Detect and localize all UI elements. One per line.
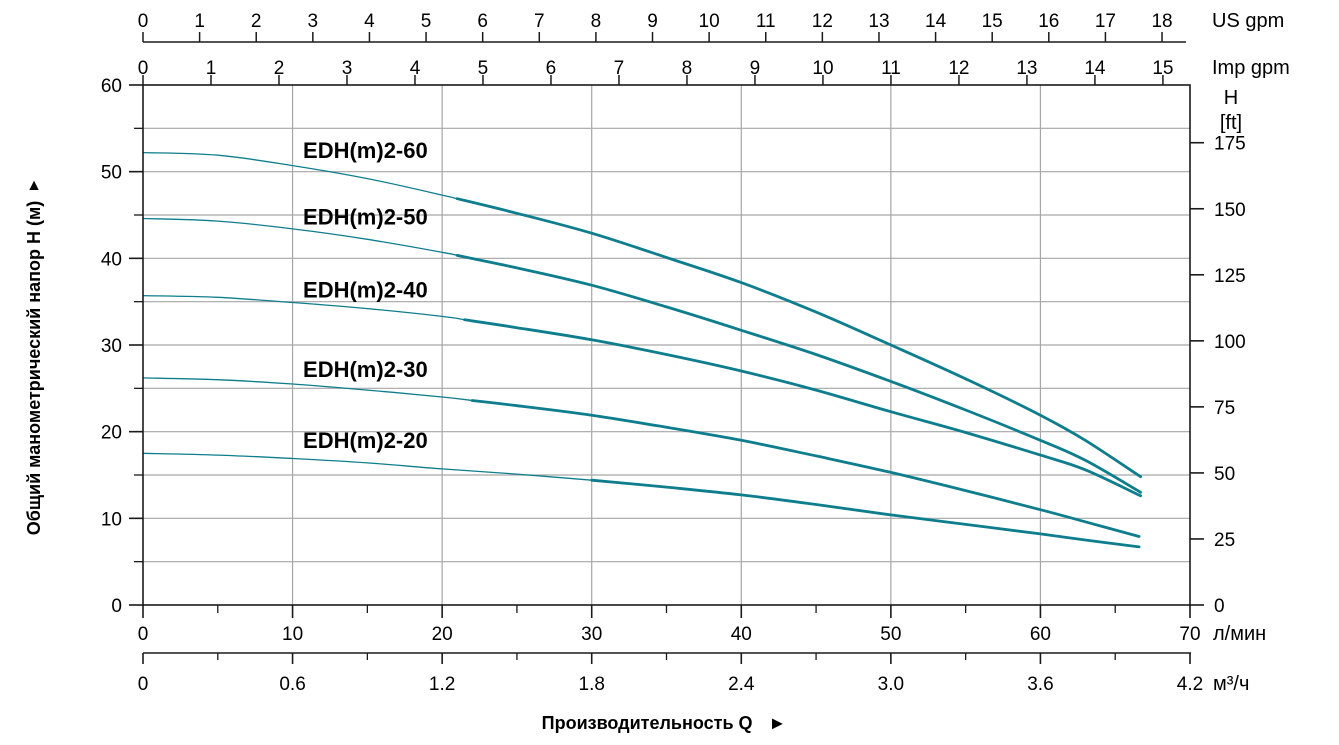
m3h-tick-label: 1.2 — [429, 674, 455, 695]
m3h-tick-label: 1.8 — [579, 674, 605, 695]
right-axis-label-h: H — [1224, 87, 1238, 109]
lmin-tick-label: 50 — [880, 624, 901, 645]
head-m-tick-label: 60 — [101, 76, 122, 97]
head-ft-tick-label: 50 — [1214, 464, 1235, 485]
m3h-tick-label: 3.6 — [1027, 674, 1053, 695]
x-axis-right-arrow-icon: ► — [769, 713, 787, 733]
pump-curve-EDH(m)2-50 — [455, 254, 1142, 494]
us-gpm-tick-label: 7 — [534, 11, 545, 32]
us-gpm-tick-label: 15 — [982, 11, 1003, 32]
y-axis-up-arrow-icon: ▲ — [26, 177, 42, 194]
lmin-tick-label: 40 — [731, 624, 752, 645]
y-axis-title: Общий манометрический напор H (м) — [24, 201, 44, 536]
head-m-tick-label: 10 — [101, 509, 122, 530]
imp-gpm-tick-label: 0 — [138, 58, 149, 79]
us-gpm-tick-label: 3 — [308, 11, 319, 32]
head-m-tick-label: 0 — [111, 596, 122, 617]
head-m-tick-label: 20 — [101, 423, 122, 444]
us-gpm-tick-label: 10 — [699, 11, 720, 32]
us-gpm-tick-label: 14 — [925, 11, 947, 32]
pump-curve-EDH(m)2-60 — [455, 197, 1142, 479]
us-gpm-tick-label: 1 — [194, 11, 205, 32]
us-gpm-tick-label: 11 — [756, 11, 776, 32]
us-gpm-tick-label: 12 — [812, 11, 833, 32]
us-gpm-tick-label: 17 — [1095, 11, 1116, 32]
pump-curve-EDH(m)2-20 — [590, 478, 1141, 549]
pump-curve-thin-EDH(m)2-20 — [142, 452, 593, 481]
imp-gpm-tick-label: 9 — [750, 58, 761, 79]
pump-curve-EDH(m)2-40 — [463, 318, 1142, 498]
us-gpm-tick-label: 9 — [647, 11, 658, 32]
head-ft-tick-label: 25 — [1214, 530, 1235, 551]
imp-gpm-tick-label: 10 — [812, 58, 833, 79]
imp-gpm-tick-label: 12 — [948, 58, 969, 79]
imp-gpm-tick-label: 15 — [1152, 58, 1173, 79]
grid-layer — [143, 85, 1190, 605]
imp-gpm-tick-label: 11 — [881, 58, 901, 79]
lmin-tick-label: 0 — [138, 624, 149, 645]
imp-gpm-tick-label: 3 — [342, 58, 353, 79]
m3h-axis-unit-label: м³/ч — [1213, 673, 1249, 695]
head-ft-tick-label: 75 — [1214, 398, 1235, 419]
imp-gpm-tick-label: 6 — [546, 58, 557, 79]
us-gpm-tick-label: 5 — [421, 11, 432, 32]
lmin-tick-label: 30 — [581, 624, 602, 645]
imp-gpm-tick-label: 13 — [1016, 58, 1037, 79]
us-gpm-tick-label: 8 — [591, 11, 602, 32]
us-gpm-tick-label: 6 — [477, 11, 488, 32]
lmin-tick-label: 60 — [1030, 624, 1051, 645]
curve-label-EDH(m)2-50: EDH(m)2-50 — [303, 205, 428, 230]
imp-gpm-tick-label: 14 — [1084, 58, 1106, 79]
curve-label-EDH(m)2-20: EDH(m)2-20 — [303, 428, 428, 453]
head-ft-tick-label: 150 — [1214, 200, 1246, 221]
m3h-tick-label: 4.2 — [1177, 674, 1203, 695]
curve-label-EDH(m)2-30: EDH(m)2-30 — [303, 357, 428, 382]
lmin-tick-label: 20 — [432, 624, 453, 645]
pump-curve-thin-EDH(m)2-40 — [142, 294, 466, 321]
axes-layer — [129, 32, 1204, 664]
curves-layer — [142, 151, 1142, 549]
lmin-tick-label: 70 — [1179, 624, 1200, 645]
imp-gpm-tick-label: 7 — [614, 58, 625, 79]
head-ft-tick-label: 0 — [1214, 596, 1225, 617]
us-gpm-tick-label: 18 — [1151, 11, 1172, 32]
imp-gpm-tick-label: 5 — [478, 58, 489, 79]
m3h-tick-label: 3.0 — [878, 674, 904, 695]
us-gpm-tick-label: 2 — [251, 11, 262, 32]
imp-gpm-tick-label: 1 — [206, 58, 217, 79]
m3h-tick-label: 0.6 — [279, 674, 305, 695]
imp-gpm-tick-label: 4 — [410, 58, 421, 79]
head-m-tick-label: 30 — [101, 336, 122, 357]
curve-label-EDH(m)2-60: EDH(m)2-60 — [303, 138, 428, 163]
m3h-tick-label: 0 — [138, 674, 149, 695]
head-m-tick-label: 50 — [101, 163, 122, 184]
pump-curve-thin-EDH(m)2-60 — [142, 151, 458, 200]
lmin-axis-unit-label: л/мин — [1213, 623, 1266, 645]
us-gpm-tick-label: 0 — [138, 11, 149, 32]
right-axis-label-ft: [ft] — [1220, 112, 1242, 134]
imp-gpm-axis-unit-label: Imp gpm — [1212, 57, 1290, 79]
m3h-tick-label: 2.4 — [728, 674, 755, 695]
head-ft-tick-label: 125 — [1214, 266, 1246, 287]
x-axis-title: Производительность Q ► — [542, 713, 787, 733]
us-gpm-tick-label: 13 — [868, 11, 889, 32]
pump-curve-thin-EDH(m)2-50 — [142, 217, 458, 257]
tick-labels-layer: EDH(m)2-60 EDH(m)2-50 EDH(m)2-40 EDH(m)2-30… — [101, 11, 1246, 695]
head-ft-tick-label: 100 — [1214, 332, 1246, 353]
us-gpm-tick-label: 4 — [364, 11, 375, 32]
head-m-tick-label: 40 — [101, 249, 122, 270]
pump-curve-thin-EDH(m)2-30 — [142, 377, 473, 402]
imp-gpm-tick-label: 2 — [274, 58, 285, 79]
lmin-tick-label: 10 — [282, 624, 303, 645]
us-gpm-axis-unit-label: US gpm — [1212, 10, 1284, 32]
imp-gpm-tick-label: 8 — [682, 58, 693, 79]
head-ft-tick-label: 175 — [1214, 134, 1246, 155]
curve-label-EDH(m)2-40: EDH(m)2-40 — [303, 277, 428, 302]
us-gpm-tick-label: 16 — [1038, 11, 1059, 32]
pump-curve-EDH(m)2-30 — [470, 399, 1141, 538]
